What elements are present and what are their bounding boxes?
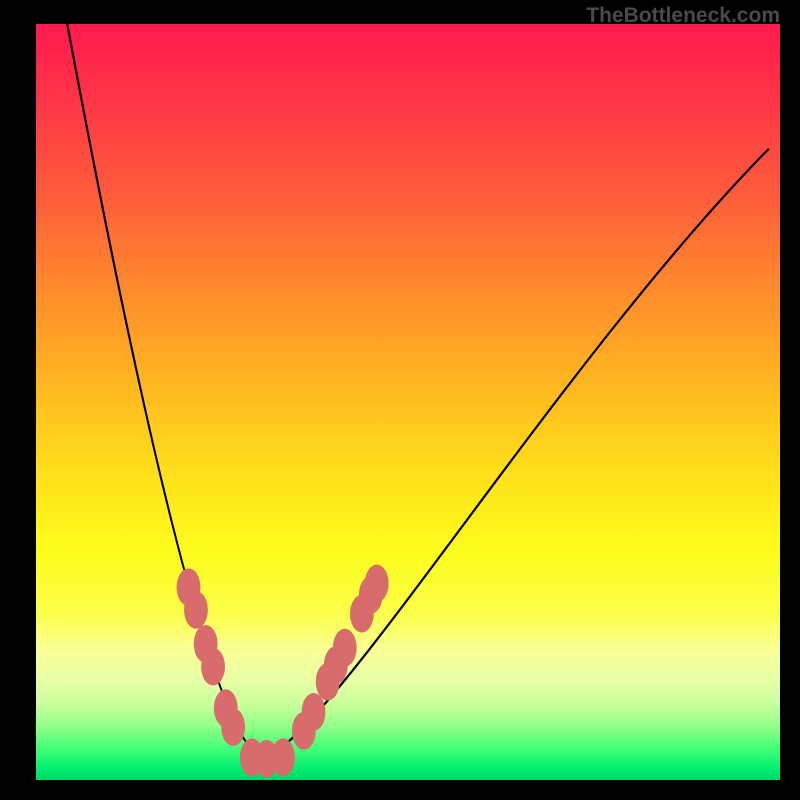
marker-right-1 (302, 693, 326, 731)
gradient-background (36, 24, 780, 780)
marker-left-3 (201, 648, 225, 686)
marker-right-4 (333, 629, 357, 667)
watermark-text: TheBottleneck.com (586, 4, 780, 28)
marker-bottom-2 (271, 738, 295, 776)
marker-left-1 (184, 591, 208, 629)
chart-container: TheBottleneck.com (0, 0, 800, 800)
marker-left-5 (221, 708, 245, 746)
chart-svg (36, 24, 780, 780)
plot-area (36, 24, 780, 780)
marker-right-7 (365, 565, 389, 603)
